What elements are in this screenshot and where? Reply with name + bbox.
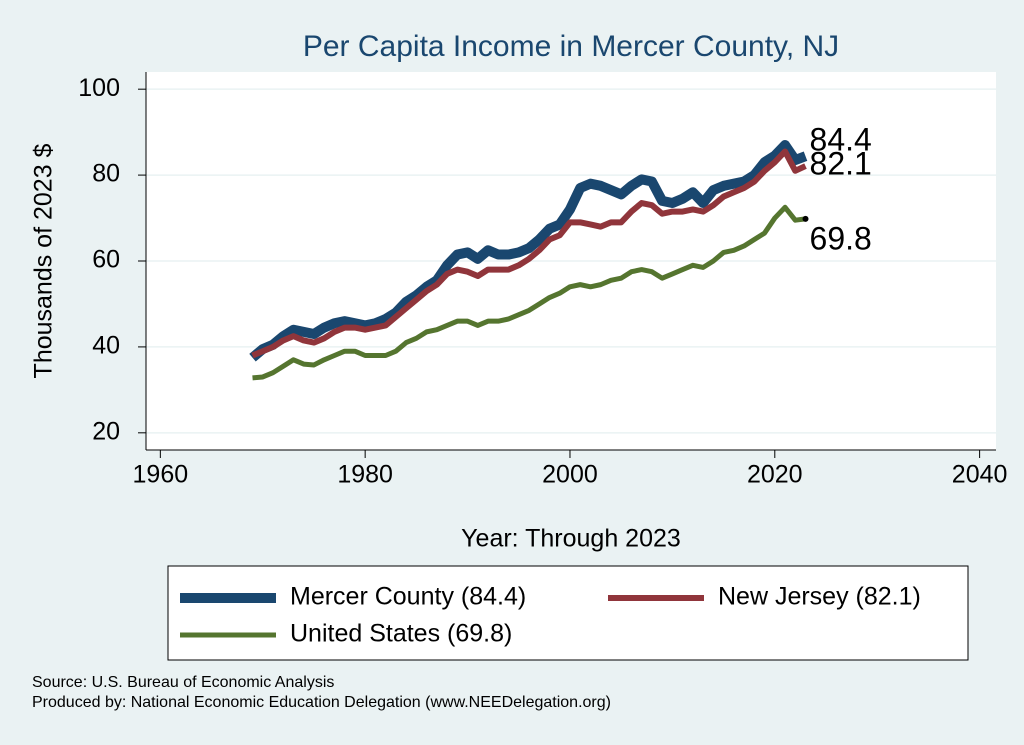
line-series [249,140,808,362]
end-label: 69.8 [810,220,872,256]
x-axis-title: Year: Through 2023 [461,525,681,553]
x-tick-label: 1980 [337,461,393,489]
legend-label: Mercer County (84.4) [290,583,526,611]
legend-label: United States (69.8) [290,620,512,648]
y-tick-label: 80 [92,160,120,188]
y-tick-label: 100 [78,74,120,102]
producer-note: Produced by: National Economic Education… [32,694,611,711]
x-tick-label: 2020 [747,461,803,489]
legend [167,565,969,661]
end-point [802,215,809,222]
source-note: Source: U.S. Bureau of Economic Analysis [32,674,334,691]
chart-title: Per Capita Income in Mercer County, NJ [303,30,839,63]
end-label: 84.4 [810,122,872,158]
line-series [251,148,807,359]
legend-label: New Jersey (82.1) [718,583,921,611]
x-tick-label: 1960 [133,461,189,489]
y-axis-title: Thousands of 2023 $ [30,143,58,378]
y-tick-label: 20 [92,417,120,445]
x-tick-label: 2000 [542,461,598,489]
x-tick-label: 2040 [952,461,1008,489]
y-tick-label: 40 [92,332,120,360]
line-series [252,204,806,381]
y-tick-label: 60 [92,246,120,274]
end-label: 82.1 [810,146,872,182]
